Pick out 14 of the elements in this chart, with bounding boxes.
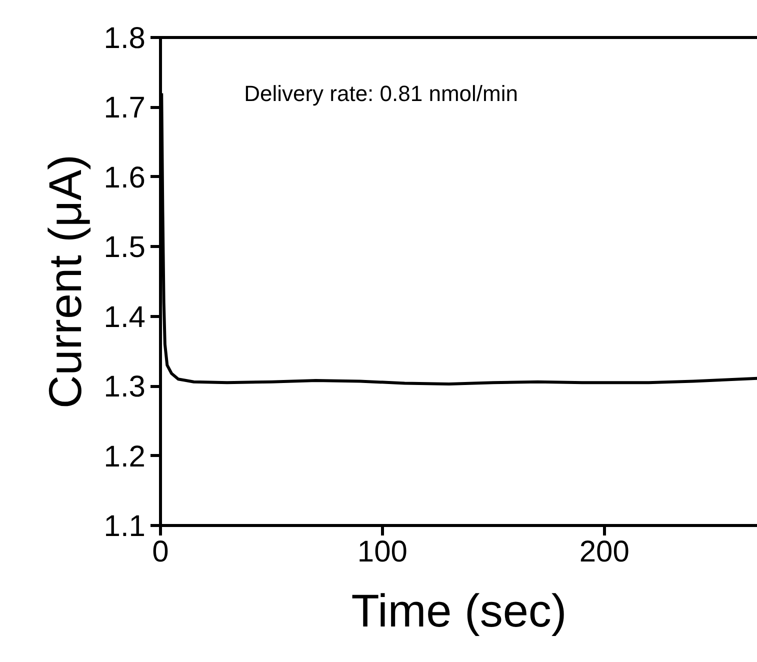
y-tick-label: 1.8 [104, 22, 146, 55]
y-tick-label: 1.2 [104, 440, 146, 474]
y-tick-label: 1.6 [104, 161, 146, 194]
x-tick-label: 0 [152, 536, 169, 568]
y-tick-label: 1.5 [104, 231, 146, 264]
x-tick-label: 200 [579, 536, 630, 568]
y-axis-title: Current (μA) [38, 154, 91, 408]
y-tick-label: 1.1 [104, 510, 146, 543]
x-axis-title: Time (sec) [351, 584, 567, 636]
y-tick-label: 1.4 [104, 300, 146, 334]
annotation: Delivery rate: 0.81 nmol/min [244, 80, 518, 106]
y-tick-label: 1.3 [104, 370, 146, 404]
y-tick-label: 1.7 [104, 92, 146, 125]
x-tick-label: 100 [357, 536, 408, 568]
